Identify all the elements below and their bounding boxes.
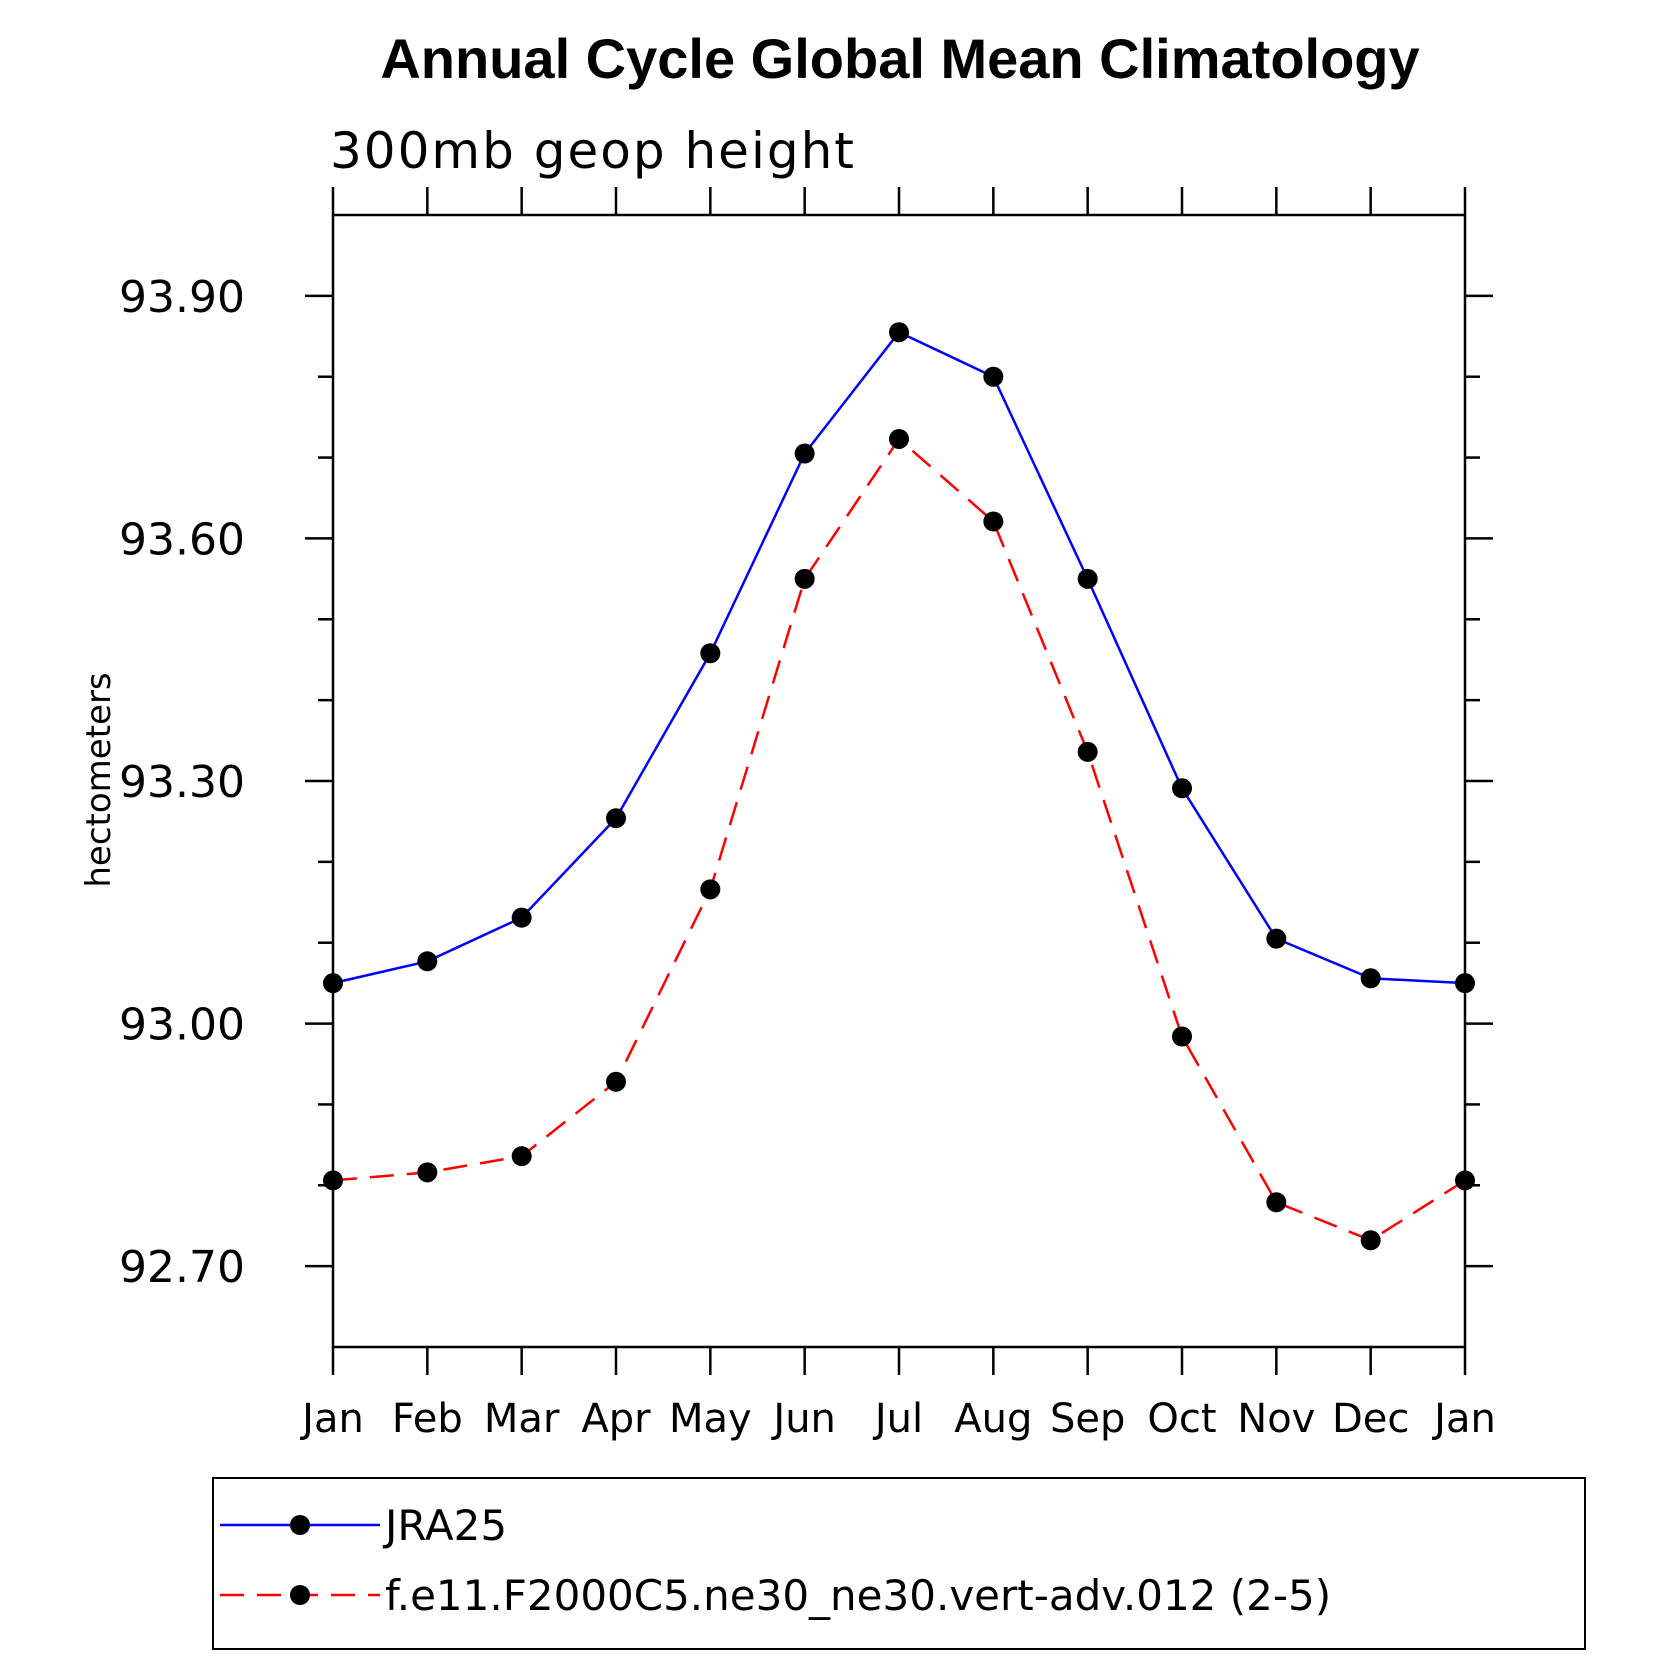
series-2-point	[1077, 741, 1098, 762]
x-tick-label: Feb	[392, 1396, 463, 1442]
series-2-point	[1172, 1026, 1192, 1047]
series-2-point	[889, 428, 909, 449]
legend-marker-1	[290, 1515, 310, 1535]
x-tick-label: Aug	[954, 1396, 1032, 1442]
series-2-point	[606, 1071, 626, 1092]
x-tick-label: Sep	[1050, 1396, 1125, 1442]
x-tick-label: Mar	[484, 1396, 560, 1442]
series-group	[323, 322, 1475, 1251]
series-1-point	[1455, 973, 1475, 994]
x-tick-label: Dec	[1332, 1396, 1409, 1442]
chart-title: Annual Cycle Global Mean Climatology	[380, 27, 1419, 90]
legend-label-2: f.e11.F2000C5.ne30_ne30.vert-adv.012 (2-…	[385, 1571, 1331, 1620]
x-tick-label: Oct	[1147, 1396, 1216, 1442]
series-2-point	[1360, 1230, 1381, 1251]
series-1-point	[1077, 568, 1098, 589]
series-1-point	[1172, 778, 1192, 799]
series-2-point	[794, 568, 815, 589]
x-tick-label: Apr	[581, 1396, 651, 1442]
y-tick-label: 93.30	[119, 757, 245, 808]
y-tick-label: 93.60	[119, 514, 245, 565]
legend: JRA25 f.e11.F2000C5.ne30_ne30.vert-adv.01…	[212, 1477, 1586, 1650]
x-tick-label: May	[669, 1396, 752, 1442]
series-1-point	[1266, 928, 1287, 949]
series-1-point	[700, 643, 721, 664]
chart-subtitle: 300mb geop height	[330, 122, 856, 180]
x-tick-label: Jun	[770, 1396, 836, 1442]
x-tick-label: Jan	[299, 1396, 364, 1442]
series-2-point	[1455, 1170, 1475, 1191]
series-1-point	[606, 808, 626, 829]
series-line-2	[332, 437, 1466, 1242]
series-1-point	[1360, 968, 1381, 989]
series-1-point	[794, 443, 815, 464]
series-1-point	[983, 366, 1004, 387]
y-tick-labels: 93.90 93.60 93.30 93.00 92.70	[119, 272, 245, 1293]
series-1-point	[323, 973, 343, 994]
y-tick-label: 93.00	[119, 1000, 245, 1051]
x-tick-label: Jul	[872, 1396, 923, 1442]
series-1-point	[889, 322, 909, 343]
x-tick-label: Jan	[1431, 1396, 1496, 1442]
legend-entries: JRA25 f.e11.F2000C5.ne30_ne30.vert-adv.01…	[220, 1501, 1331, 1620]
axis-ticks	[305, 187, 1493, 1375]
legend-label-1: JRA25	[382, 1501, 507, 1550]
plot-frame	[331, 213, 1467, 1349]
series-2-point	[700, 879, 721, 900]
series-2-point	[1266, 1192, 1287, 1213]
y-tick-label: 93.90	[119, 272, 245, 323]
y-tick-label: 92.70	[119, 1242, 245, 1293]
series-2-point	[983, 511, 1004, 532]
series-2-point	[417, 1162, 438, 1183]
x-tick-label: Nov	[1237, 1396, 1315, 1442]
legend-marker-2	[290, 1585, 310, 1605]
x-tick-labels: Jan Feb Mar Apr May Jun Jul Aug Sep Oct Nov Dec Jan	[299, 1396, 1496, 1442]
y-axis-label: hectometers	[79, 672, 119, 887]
legend-box	[212, 1477, 1586, 1650]
series-1-point	[511, 907, 532, 928]
series-1-point	[417, 951, 438, 972]
series-2-point	[511, 1146, 532, 1167]
series-2-point	[323, 1170, 343, 1191]
